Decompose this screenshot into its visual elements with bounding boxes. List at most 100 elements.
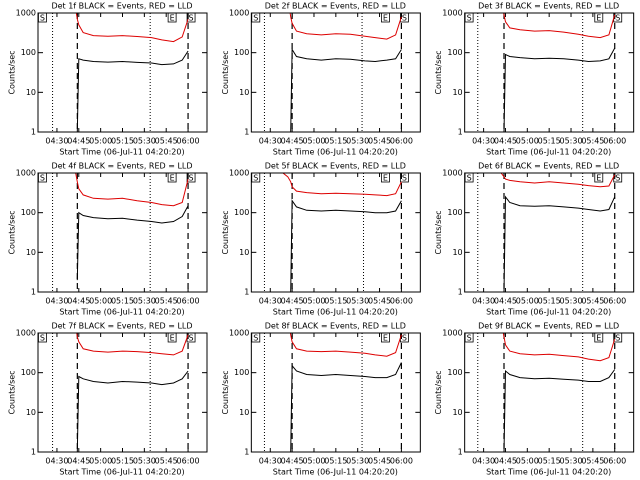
marker-label: S bbox=[402, 14, 407, 23]
y-tick-label: 10 bbox=[239, 248, 249, 257]
x-tick-label: 04:30 bbox=[259, 137, 282, 146]
y-axis-label: Counts/sec bbox=[434, 210, 443, 254]
plot-frame bbox=[37, 332, 208, 453]
marker-label: E bbox=[596, 334, 601, 343]
x-tick-label: 05:00 bbox=[516, 137, 539, 146]
x-tick-label: 06:00 bbox=[177, 137, 200, 146]
x-tick-label: 05:45 bbox=[368, 457, 391, 466]
data-line bbox=[290, 47, 402, 132]
y-tick-label: 1 bbox=[31, 448, 36, 457]
marker-label: S bbox=[615, 334, 620, 343]
x-tick-label: 05:00 bbox=[89, 137, 112, 146]
x-axis-label: Start Time (06-Jul-11 04:20:20) bbox=[486, 468, 611, 477]
x-tick-label: 05:30 bbox=[559, 457, 582, 466]
x-tick-label: 05:15 bbox=[111, 137, 134, 146]
panel-title: Det 5f BLACK = Events, RED = LLD bbox=[265, 162, 406, 171]
data-line bbox=[503, 13, 616, 39]
y-tick-label: 10 bbox=[452, 248, 462, 257]
y-axis-label: Counts/sec bbox=[221, 50, 230, 94]
plot-frame bbox=[250, 12, 421, 133]
plot-frame bbox=[250, 172, 421, 293]
plot-frame bbox=[464, 332, 635, 453]
data-line bbox=[75, 13, 189, 43]
y-tick-label: 1 bbox=[244, 448, 249, 457]
x-tick-label: 06:00 bbox=[603, 297, 626, 306]
panel: Det 7f BLACK = Events, RED = LLD Start Ti… bbox=[8, 322, 208, 477]
marker-label: S bbox=[253, 174, 258, 183]
x-tick-label: 05:30 bbox=[559, 137, 582, 146]
y-tick-label: 1 bbox=[31, 128, 36, 137]
panel-title: Det 4f BLACK = Events, RED = LLD bbox=[51, 162, 192, 171]
x-tick-label: 05:00 bbox=[89, 457, 112, 466]
data-line bbox=[502, 333, 616, 362]
x-tick-label: 05:30 bbox=[346, 137, 369, 146]
x-tick-label: 04:45 bbox=[494, 297, 517, 306]
x-tick-label: 04:45 bbox=[67, 457, 90, 466]
y-axis-label: Counts/sec bbox=[8, 370, 17, 414]
y-tick-label: 1000 bbox=[229, 169, 249, 178]
x-tick-label: 04:30 bbox=[259, 457, 282, 466]
panel: Det 2f BLACK = Events, RED = LLD Start Ti… bbox=[221, 2, 421, 157]
y-tick-label: 1000 bbox=[442, 9, 462, 18]
x-tick-label: 05:45 bbox=[368, 137, 391, 146]
data-line bbox=[290, 199, 402, 292]
x-tick-label: 05:15 bbox=[111, 457, 134, 466]
plot-frame bbox=[464, 12, 635, 133]
plot-frame bbox=[250, 332, 421, 453]
marker-label: E bbox=[170, 334, 175, 343]
data-line bbox=[75, 173, 189, 207]
x-tick-label: 04:45 bbox=[67, 137, 90, 146]
y-tick-label: 1000 bbox=[442, 169, 462, 178]
y-tick-label: 10 bbox=[26, 88, 36, 97]
x-tick-label: 05:30 bbox=[133, 137, 156, 146]
data-line bbox=[76, 50, 189, 132]
marker-label: S bbox=[615, 14, 620, 23]
data-line bbox=[289, 13, 402, 40]
y-tick-label: 100 bbox=[21, 208, 36, 217]
y-tick-label: 1 bbox=[244, 288, 249, 297]
marker-label: S bbox=[615, 174, 620, 183]
y-axis-label: Counts/sec bbox=[434, 370, 443, 414]
y-tick-label: 100 bbox=[447, 48, 462, 57]
x-tick-label: 05:45 bbox=[155, 457, 178, 466]
y-tick-label: 10 bbox=[239, 408, 249, 417]
marker-label: E bbox=[596, 14, 601, 23]
marker-label: S bbox=[40, 174, 45, 183]
y-tick-label: 100 bbox=[234, 368, 249, 377]
marker-label: S bbox=[189, 174, 194, 183]
x-tick-label: 04:45 bbox=[494, 137, 517, 146]
x-tick-label: 04:45 bbox=[281, 137, 304, 146]
panel: Det 8f BLACK = Events, RED = LLD Start Ti… bbox=[221, 322, 421, 477]
x-tick-label: 06:00 bbox=[390, 137, 413, 146]
y-tick-label: 1000 bbox=[442, 329, 462, 338]
x-tick-label: 05:45 bbox=[581, 457, 604, 466]
x-tick-label: 05:00 bbox=[302, 457, 325, 466]
marker-label: E bbox=[170, 14, 175, 23]
x-tick-label: 05:30 bbox=[133, 457, 156, 466]
panel-title: Det 2f BLACK = Events, RED = LLD bbox=[265, 2, 406, 11]
x-tick-label: 04:30 bbox=[45, 137, 68, 146]
x-axis-label: Start Time (06-Jul-11 04:20:20) bbox=[273, 308, 398, 317]
x-tick-label: 05:15 bbox=[538, 457, 561, 466]
x-axis-label: Start Time (06-Jul-11 04:20:20) bbox=[486, 308, 611, 317]
x-tick-label: 05:15 bbox=[538, 297, 561, 306]
x-tick-label: 04:30 bbox=[472, 457, 495, 466]
x-tick-label: 05:15 bbox=[324, 457, 347, 466]
x-axis-label: Start Time (06-Jul-11 04:20:20) bbox=[59, 308, 184, 317]
x-tick-label: 05:00 bbox=[302, 137, 325, 146]
x-tick-label: 04:45 bbox=[494, 457, 517, 466]
y-axis-label: Counts/sec bbox=[8, 210, 17, 254]
marker-label: E bbox=[383, 174, 388, 183]
x-tick-label: 04:30 bbox=[45, 457, 68, 466]
y-tick-label: 10 bbox=[452, 408, 462, 417]
y-tick-label: 1 bbox=[31, 288, 36, 297]
x-tick-label: 05:30 bbox=[133, 297, 156, 306]
marker-label: E bbox=[596, 174, 601, 183]
panel: Det 6f BLACK = Events, RED = LLD Start Ti… bbox=[434, 162, 635, 317]
y-tick-label: 1000 bbox=[16, 9, 36, 18]
x-tick-label: 05:45 bbox=[581, 297, 604, 306]
x-tick-label: 04:30 bbox=[472, 297, 495, 306]
y-tick-label: 1 bbox=[244, 128, 249, 137]
plot-frame bbox=[37, 12, 208, 133]
x-tick-label: 05:00 bbox=[89, 297, 112, 306]
